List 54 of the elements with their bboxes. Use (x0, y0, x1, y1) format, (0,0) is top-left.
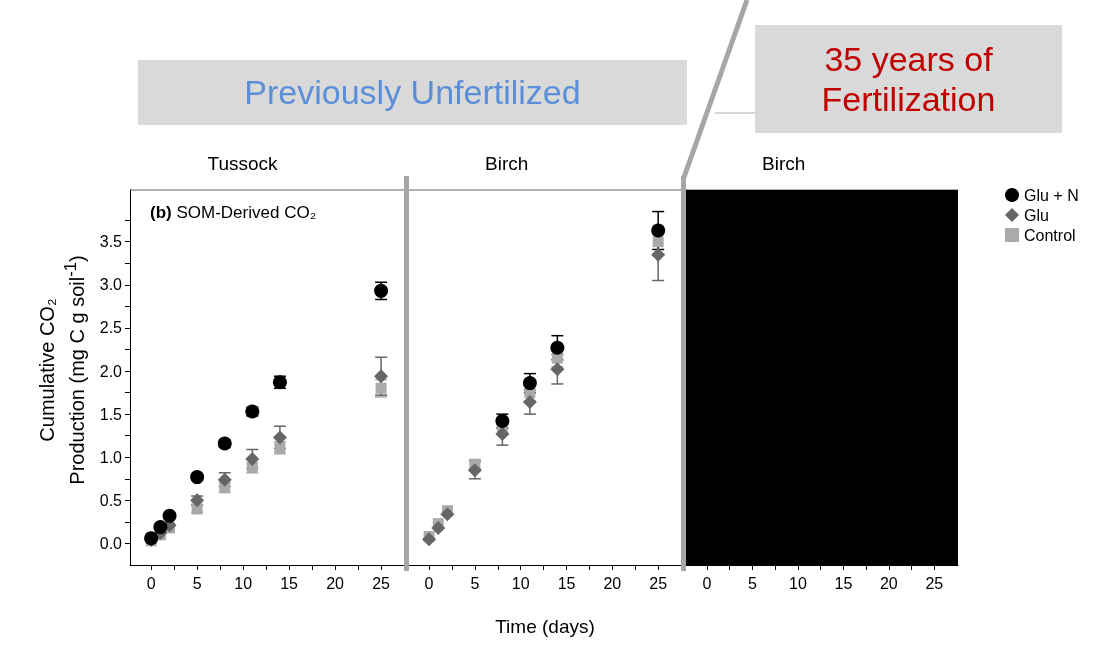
point (431, 520, 446, 535)
y-tick-label: 0.0 (99, 534, 123, 552)
point (651, 247, 666, 262)
y-tick-label: 1.0 (99, 448, 123, 466)
legend-label: Glu (1024, 206, 1049, 224)
point (272, 430, 287, 445)
point (522, 376, 537, 391)
y-tick-label: 3.0 (99, 276, 123, 294)
point (245, 451, 260, 466)
x-tick-label: 25 (649, 574, 668, 592)
point (652, 236, 664, 248)
x-tick-label: 0 (424, 574, 434, 592)
point (375, 382, 387, 394)
y-tick-label: 3.5 (99, 233, 123, 251)
x-tick-label: 20 (326, 574, 345, 592)
point (190, 470, 205, 485)
point (422, 532, 437, 547)
x-tick-label: 15 (834, 574, 853, 592)
chart-title: Birch (762, 153, 806, 174)
y-tick-label: 0.5 (99, 491, 123, 509)
point (550, 340, 565, 355)
x-tick-label: 0 (702, 574, 712, 592)
x-tick-label: 5 (747, 574, 757, 592)
x-axis-title: Time (days) (495, 616, 595, 637)
x-tick-label: 10 (234, 574, 253, 592)
chart-title: Birch (485, 153, 529, 174)
y-tick-label: 2.5 (99, 319, 123, 337)
x-tick-label: 0 (146, 574, 156, 592)
legend-label: Control (1024, 226, 1076, 244)
x-tick-label: 25 (372, 574, 391, 592)
x-tick-label: 25 (925, 574, 944, 592)
point (522, 395, 537, 410)
x-tick-label: 10 (788, 574, 807, 592)
point (374, 369, 389, 384)
chart-title: Tussock (207, 153, 279, 174)
annotation: (b) SOM-Derived CO₂ (150, 203, 317, 222)
point (440, 507, 455, 522)
text: 35 years of Fertilization (820, 39, 997, 119)
x-tick-label: 15 (280, 574, 299, 592)
point (495, 426, 510, 441)
y-tick-label: 2.0 (99, 362, 123, 380)
x-tick-label: 5 (192, 574, 202, 592)
x-tick-label: 5 (470, 574, 480, 592)
x-tick-label: 20 (603, 574, 622, 592)
point (550, 362, 565, 377)
x-tick-label: 10 (511, 574, 530, 592)
point (651, 223, 666, 238)
legend-label: Glu + N (1024, 186, 1079, 204)
text: Previously Unfertilized (244, 73, 581, 112)
point (162, 508, 177, 523)
x-tick-label: 15 (557, 574, 576, 592)
point (153, 520, 168, 535)
x-tick-label: 20 (879, 574, 898, 592)
y-tick-label: 1.5 (99, 405, 123, 423)
